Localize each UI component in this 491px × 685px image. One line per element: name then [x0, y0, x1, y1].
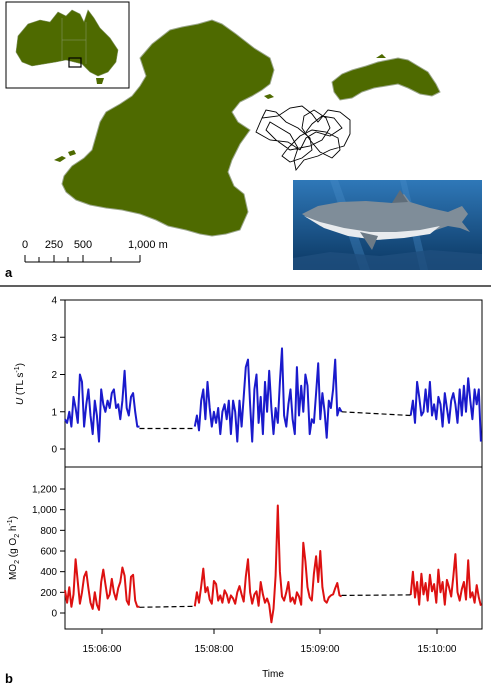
scale-bar: 0 250 500 1,000 m — [22, 239, 168, 263]
main-island — [61, 19, 275, 237]
scale-tick-0: 0 — [22, 239, 28, 251]
mo2-trace-segment-1 — [64, 558, 140, 611]
x-tick-label: 15:09:00 — [301, 644, 340, 655]
y-tick-label: 2 — [51, 370, 57, 381]
speed-trace-segment-3 — [409, 377, 482, 442]
mo2-trace-segment-2 — [193, 504, 343, 624]
y-tick-label: 200 — [40, 588, 57, 599]
scale-tick-250: 250 — [45, 239, 63, 251]
small-island-left-2 — [68, 150, 76, 156]
scale-tick-500: 500 — [74, 239, 92, 251]
mo2-y-label: MO2 (g O2 h-1) — [7, 516, 21, 580]
x-axis-label: Time — [262, 669, 284, 680]
y-tick-label: 400 — [40, 567, 57, 578]
panel-a: 0 250 500 1,000 m a — [5, 1, 482, 280]
east-islet — [376, 54, 386, 58]
y-tick-label: 600 — [40, 547, 57, 558]
y-tick-label: 1,200 — [32, 485, 57, 496]
shark-fin — [392, 190, 408, 203]
panel-label-a: a — [5, 265, 13, 280]
speed-y-label: U (TL s-1) — [14, 363, 26, 405]
y-tick-label: 1 — [51, 407, 57, 418]
seabed — [293, 250, 482, 270]
x-axis: 15:06:00 15:08:00 15:09:00 15:10:00 Time — [83, 629, 457, 680]
australia-mainland — [15, 9, 119, 77]
panel-b: 0 1 2 3 4 0 200 400 600 800 1,000 1,200 U (TL s-1)… — [5, 296, 483, 685]
x-tick-label: 15:06:00 — [83, 644, 122, 655]
mo2-gap-dashed-2 — [341, 594, 411, 596]
y-tick-label: 0 — [51, 609, 57, 620]
sunlight-rays — [330, 180, 428, 270]
shark-belly — [304, 216, 440, 240]
speed-series — [64, 347, 482, 443]
panel-label-b: b — [5, 671, 13, 685]
speed-plot-frame — [64, 299, 483, 468]
y-tick-label: 3 — [51, 333, 57, 344]
y-tick-label: 0 — [51, 445, 57, 456]
speed-gap-dashed-2 — [341, 411, 411, 417]
mo2-y-axis: 0 200 400 600 800 1,000 1,200 — [32, 485, 65, 620]
y-tick-label: 4 — [51, 296, 57, 307]
shark-track — [255, 105, 351, 172]
mo2-series — [64, 504, 482, 624]
mo2-plot-frame — [64, 466, 483, 630]
small-island-left — [54, 156, 66, 162]
speed-y-axis: 0 1 2 3 4 — [51, 296, 65, 456]
tasmania — [96, 78, 104, 84]
y-tick-label: 1,000 — [32, 505, 57, 516]
inset-locator-box — [68, 57, 82, 68]
white-shark-photo — [293, 180, 482, 270]
speed-trace-segment-2 — [193, 347, 343, 443]
x-tick-label: 15:10:00 — [418, 644, 457, 655]
australia-inset-map — [5, 1, 130, 89]
scale-tick-1000: 1,000 m — [128, 239, 168, 251]
shark-body — [302, 194, 470, 238]
east-island — [331, 57, 441, 101]
mo2-trace-segment-3 — [409, 553, 482, 607]
speed-trace-segment-1 — [64, 369, 140, 443]
mo2-gap-dashed-1 — [139, 605, 195, 608]
shark-pectoral-fin — [360, 232, 378, 250]
middle-islet — [264, 94, 274, 99]
y-tick-label: 800 — [40, 526, 57, 537]
x-tick-label: 15:08:00 — [195, 644, 234, 655]
state-borders — [61, 18, 87, 64]
